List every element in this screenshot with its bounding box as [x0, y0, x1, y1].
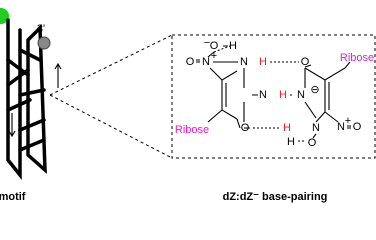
bonds — [196, 45, 351, 142]
charge: + — [211, 50, 217, 62]
zoom-box — [171, 34, 376, 159]
ribose: Ribose — [340, 52, 374, 64]
zoom-lines — [49, 34, 173, 159]
atom: O — [308, 137, 317, 149]
atom: O — [301, 56, 310, 68]
atom: N — [240, 56, 248, 68]
atom: H — [229, 40, 237, 52]
caption: motif — [0, 191, 26, 203]
arrow — [54, 62, 62, 88]
ribose: Ribose — [175, 124, 209, 136]
charge: + — [345, 115, 351, 127]
atom: N — [297, 89, 305, 101]
charge: ⊖ — [310, 84, 319, 96]
strand — [26, 23, 47, 175]
atom: H — [279, 89, 287, 101]
atom: O — [353, 121, 362, 133]
rungs — [6, 48, 46, 152]
atom: O — [186, 56, 195, 68]
atom: N — [337, 121, 345, 133]
atom: H — [259, 56, 267, 68]
atom: O — [210, 40, 219, 52]
charge: − — [204, 37, 210, 49]
strand — [6, 18, 22, 180]
end-sphere — [37, 36, 51, 50]
arrow — [8, 113, 16, 138]
end-label: 3' — [37, 23, 45, 35]
atom: N — [312, 122, 320, 134]
caption: dZ:dZ⁻ base-pairing — [223, 191, 328, 203]
atom: N — [202, 56, 210, 68]
atom: H — [287, 136, 295, 148]
motif-drawing: 3' motif — [0, 8, 62, 203]
atom: N — [259, 89, 267, 101]
atom: H — [283, 122, 291, 134]
atom: O — [241, 122, 250, 134]
